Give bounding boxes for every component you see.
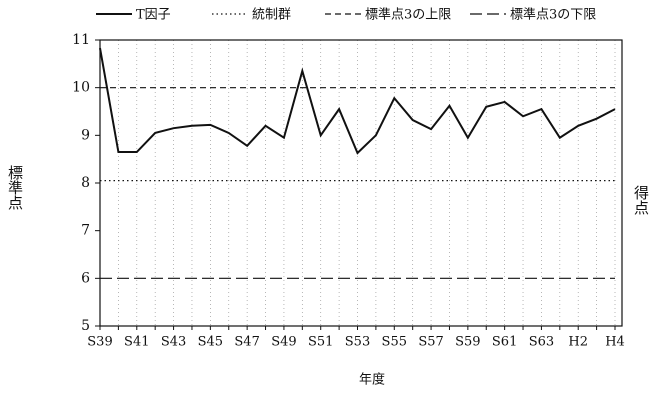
y-tick-label: 10: [72, 80, 90, 96]
x-tick-label: S43: [161, 335, 186, 350]
legend-label: 統制群: [252, 8, 291, 23]
x-tick-label: S59: [455, 335, 480, 350]
x-tick-label: S39: [87, 335, 112, 350]
y-axis-label: 標準点: [6, 165, 24, 210]
y-tick-label: 9: [81, 127, 90, 143]
x-tick-label: S51: [308, 335, 333, 350]
x-axis-label: 年度: [359, 372, 385, 388]
x-tick-label: S63: [529, 335, 554, 350]
x-tick-label: S61: [492, 335, 517, 350]
legend-label: 標準点3の下限: [510, 7, 596, 23]
y-axis-label-right: 得点: [632, 185, 650, 215]
y-tick-label: 6: [81, 270, 90, 286]
x-tick-label: S49: [271, 335, 296, 350]
x-tick-label: S47: [234, 335, 259, 350]
series-line: [99, 47, 616, 155]
x-tick-label: S55: [382, 335, 407, 350]
x-tick-label: S57: [418, 335, 443, 350]
y-tick-label: 8: [81, 175, 90, 191]
x-tick-label: H4: [605, 335, 625, 350]
x-tick-label: S45: [198, 335, 223, 350]
y-tick-label: 5: [81, 318, 90, 334]
y-tick-label: 11: [72, 32, 90, 48]
legend-label: T因子: [136, 8, 171, 23]
x-tick-label: H2: [568, 335, 588, 350]
y-tick-label: 7: [81, 223, 90, 239]
x-tick-label: S53: [345, 335, 370, 350]
legend-label: 標準点3の上限: [365, 7, 451, 23]
x-tick-label: S41: [124, 335, 149, 350]
